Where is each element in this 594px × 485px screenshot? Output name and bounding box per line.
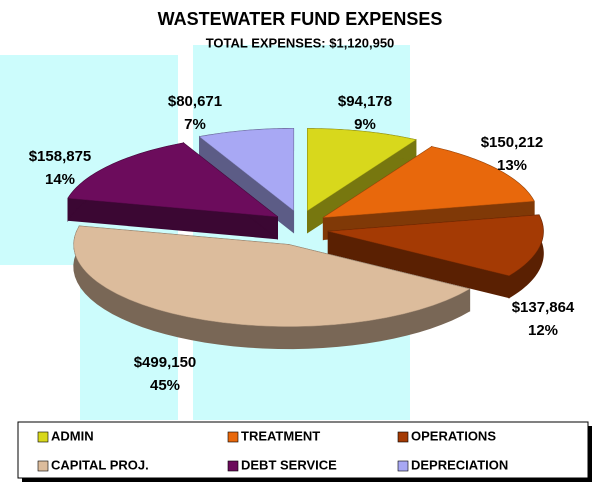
percent-label: 45% (150, 377, 180, 394)
chart-subtitle: TOTAL EXPENSES: $1,120,950 (206, 35, 395, 50)
legend-label: DEPRECIATION (411, 457, 508, 472)
value-label: $150,212 (481, 134, 544, 151)
chart-title: WASTEWATER FUND EXPENSES (158, 9, 443, 29)
percent-label: 12% (528, 322, 558, 339)
percent-label: 9% (354, 116, 376, 133)
pie-slice (199, 128, 294, 211)
value-label: $499,150 (134, 354, 197, 371)
percent-label: 7% (184, 116, 206, 133)
legend-label: ADMIN (51, 428, 94, 443)
percent-label: 14% (45, 171, 75, 188)
legend-label: CAPITAL PROJ. (51, 457, 149, 472)
legend-swatch (37, 431, 49, 443)
legend-swatch (227, 431, 239, 443)
legend-swatch (227, 460, 239, 472)
value-label: $94,178 (338, 93, 392, 110)
legend-swatch (37, 460, 49, 472)
legend-label: TREATMENT (241, 428, 320, 443)
percent-label: 13% (497, 157, 527, 174)
pie-slice (328, 214, 544, 276)
value-label: $158,875 (29, 148, 92, 165)
legend-swatch (397, 431, 409, 443)
value-label: $80,671 (168, 93, 222, 110)
legend-box (17, 421, 589, 479)
pie-slice (307, 128, 417, 212)
pie-slice (323, 146, 535, 218)
pie-slice (67, 142, 279, 218)
value-label: $137,864 (512, 299, 575, 316)
pie-slice (73, 225, 471, 327)
legend-label: DEBT SERVICE (241, 457, 337, 472)
legend-label: OPERATIONS (411, 428, 496, 443)
legend-swatch (397, 460, 409, 472)
